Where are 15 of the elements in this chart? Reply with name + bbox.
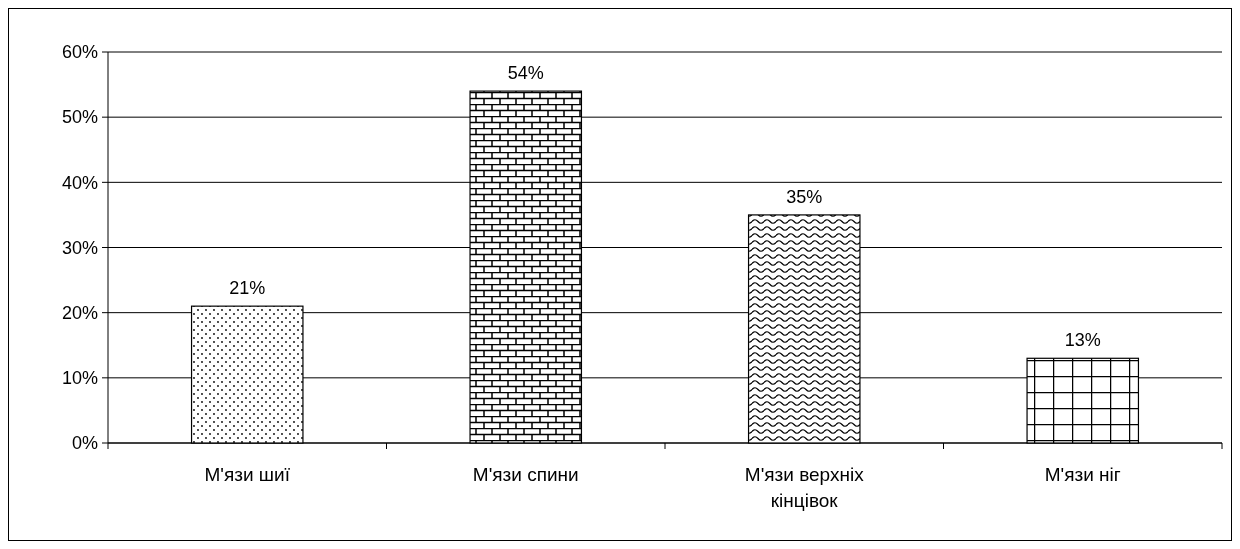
data-label: 13% xyxy=(1064,330,1101,351)
y-tick-label: 0% xyxy=(71,433,98,454)
data-label: 54% xyxy=(507,63,544,84)
y-tick-label: 10% xyxy=(61,368,98,389)
x-tick-label: М'язи ніг xyxy=(1044,464,1121,485)
y-tick-label: 50% xyxy=(61,107,98,128)
y-tick-label: 20% xyxy=(61,302,98,323)
y-tick-label: 30% xyxy=(61,237,98,258)
data-label: 35% xyxy=(786,186,823,207)
x-tick-label: М'язи шиї xyxy=(204,464,291,485)
y-tick-label: 40% xyxy=(61,172,98,193)
y-tick-label: 60% xyxy=(61,42,98,63)
data-label: 21% xyxy=(229,278,266,299)
x-tick-label: М'язи спини xyxy=(472,464,579,485)
x-tick-label: М'язи верхніх кінцівок xyxy=(744,464,865,511)
